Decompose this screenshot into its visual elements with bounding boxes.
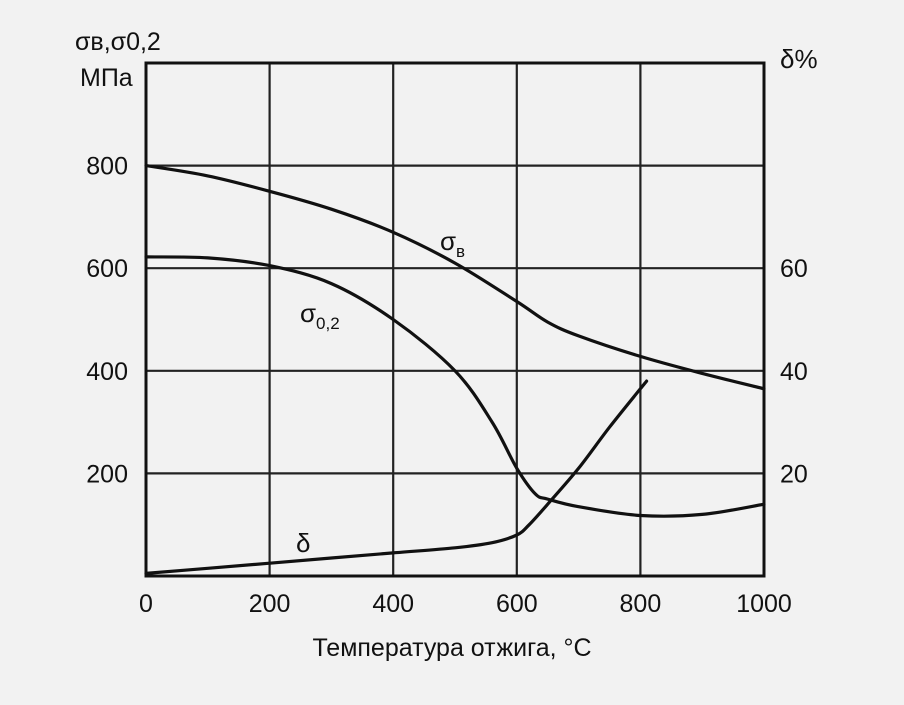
series-label-sigma-b: σв — [440, 226, 465, 261]
y-left-tick-label: 800 — [86, 153, 128, 181]
plot-frame — [144, 61, 766, 578]
x-tick-label: 0 — [139, 590, 153, 618]
series-line-sigma-02 — [144, 255, 766, 518]
y-left-axis-label-symbols: σв,σ0,2 — [75, 28, 161, 56]
series-lines — [144, 164, 766, 575]
series-line-sigma-b — [144, 164, 766, 391]
tick-labels: 0 200 400 600 800 1000 200 400 600 800 20 40 60 — [86, 153, 808, 618]
x-tick-label: 800 — [620, 590, 662, 618]
y-right-tick-label: 40 — [780, 358, 808, 386]
y-left-tick-label: 200 — [86, 460, 128, 488]
y-right-tick-label: 60 — [780, 255, 808, 283]
x-tick-label: 200 — [249, 590, 291, 618]
y-left-tick-label: 400 — [86, 358, 128, 386]
series-label-delta: δ — [296, 528, 310, 558]
y-left-tick-label: 600 — [86, 255, 128, 283]
series-line-delta — [144, 379, 649, 575]
y-left-axis-label-unit: МПа — [80, 64, 133, 92]
x-tick-label: 400 — [372, 590, 414, 618]
y-right-tick-label: 20 — [780, 460, 808, 488]
series-labels: σв σ0,2 δ — [296, 226, 465, 558]
y-right-axis-label: δ% — [780, 44, 818, 74]
x-axis-label: Температура отжига, °С — [312, 634, 591, 662]
x-tick-label: 600 — [496, 590, 538, 618]
x-tick-label: 1000 — [736, 590, 792, 618]
series-label-sigma-02: σ0,2 — [300, 298, 340, 333]
